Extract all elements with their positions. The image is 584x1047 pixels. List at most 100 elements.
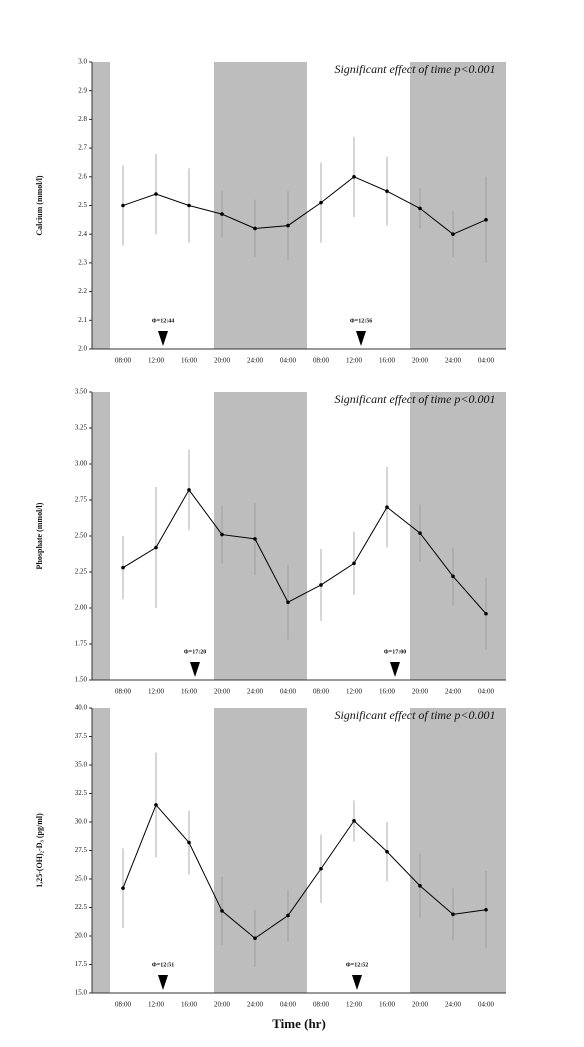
data-point — [286, 223, 290, 228]
x-tick-label: 04:00 — [280, 357, 296, 365]
x-tick-label: 04:00 — [478, 357, 494, 365]
y-tick-label: 2.4 — [78, 230, 87, 238]
y-tick-label: 2.7 — [78, 144, 87, 152]
x-tick-label: 20:00 — [412, 1001, 428, 1009]
y-tick-label: 30.0 — [75, 818, 88, 826]
x-tick-label: 20:00 — [412, 688, 428, 696]
y-tick-label: 22.5 — [75, 903, 88, 911]
phase-arrow — [390, 662, 400, 677]
y-tick-label: 2.6 — [78, 172, 87, 180]
y-tick-label: 37.5 — [75, 732, 88, 740]
x-tick-label: 16:00 — [181, 357, 197, 365]
x-tick-label: 12:00 — [346, 1001, 362, 1009]
x-tick-label: 20:00 — [214, 357, 230, 365]
data-point — [253, 226, 257, 231]
y-tick-label: 2.3 — [78, 259, 87, 267]
phase-label: Φ=17:20 — [184, 649, 206, 655]
y-axis-label: Calcium (mmol/l) — [35, 175, 44, 236]
data-point — [187, 488, 191, 492]
y-tick-label: 2.9 — [78, 86, 87, 94]
y-tick-label: 1.50 — [75, 676, 88, 684]
data-point — [154, 192, 158, 196]
y-tick-label: 2.25 — [75, 568, 88, 576]
data-point — [220, 909, 224, 913]
y-tick-label: 3.00 — [75, 460, 88, 468]
data-point — [253, 537, 257, 541]
x-tick-label: 08:00 — [115, 357, 131, 365]
x-tick-label: 08:00 — [313, 688, 329, 696]
data-point — [418, 206, 422, 211]
phase-arrow — [158, 975, 168, 990]
night-shade — [92, 62, 110, 349]
x-tick-label: 24:00 — [445, 357, 461, 365]
x-tick-label: 16:00 — [379, 1001, 395, 1009]
x-tick-label: 24:00 — [247, 357, 263, 365]
data-point — [385, 189, 389, 193]
x-tick-label: 20:00 — [214, 1001, 230, 1009]
data-point — [451, 574, 455, 579]
y-tick-label: 17.5 — [75, 960, 88, 968]
x-tick-label: 04:00 — [280, 1001, 296, 1009]
data-point — [484, 218, 488, 222]
y-tick-label: 32.5 — [75, 789, 88, 797]
x-tick-label: 12:00 — [148, 688, 164, 696]
night-shade — [92, 392, 110, 680]
data-point — [484, 611, 488, 616]
x-tick-label: 12:00 — [346, 688, 362, 696]
x-tick-label: 20:00 — [214, 688, 230, 696]
y-tick-label: 35.0 — [75, 761, 88, 769]
x-axis-label: Time (hr) — [272, 1016, 326, 1031]
y-tick-label: 15.0 — [75, 989, 88, 997]
x-tick-label: 08:00 — [313, 357, 329, 365]
y-axis-label: Phosphate (mmol/l) — [35, 502, 44, 569]
phase-label: Φ=17:00 — [384, 649, 406, 655]
night-shade — [214, 62, 307, 349]
phase-arrow — [190, 662, 200, 677]
x-tick-label: 16:00 — [181, 1001, 197, 1009]
phase-arrow — [356, 331, 366, 346]
data-point — [220, 212, 224, 216]
data-point — [385, 505, 389, 510]
y-tick-label: 2.0 — [78, 345, 87, 353]
x-tick-label: 16:00 — [379, 357, 395, 365]
data-point — [352, 819, 356, 823]
y-tick-label: 1.75 — [75, 640, 88, 648]
x-tick-label: 16:00 — [379, 688, 395, 696]
data-point — [286, 913, 290, 918]
x-tick-label: 08:00 — [115, 1001, 131, 1009]
y-tick-label: 3.0 — [78, 58, 87, 66]
data-point — [352, 175, 356, 179]
night-shade — [410, 708, 506, 993]
x-tick-label: 04:00 — [280, 688, 296, 696]
y-tick-label: 40.0 — [75, 704, 88, 712]
x-tick-label: 20:00 — [412, 357, 428, 365]
y-tick-label: 2.2 — [78, 287, 87, 295]
annotation: Significant effect of time p<0.001 — [334, 62, 495, 76]
data-point — [286, 600, 290, 605]
y-tick-label: 2.00 — [75, 604, 88, 612]
phase-label: Φ=12:56 — [350, 318, 372, 324]
data-point — [418, 531, 422, 535]
x-tick-label: 12:00 — [148, 357, 164, 365]
data-point — [319, 200, 323, 205]
data-point — [385, 849, 389, 854]
x-tick-label: 24:00 — [247, 688, 263, 696]
data-point — [154, 803, 158, 807]
data-point — [187, 203, 191, 208]
y-tick-label: 3.25 — [75, 424, 88, 432]
data-point — [484, 907, 488, 912]
x-tick-label: 08:00 — [313, 1001, 329, 1009]
x-tick-label: 24:00 — [247, 1001, 263, 1009]
y-tick-label: 3.50 — [75, 388, 88, 396]
x-tick-label: 16:00 — [181, 688, 197, 696]
data-point — [187, 840, 191, 845]
x-tick-label: 08:00 — [115, 688, 131, 696]
data-point — [352, 561, 356, 566]
y-tick-label: 2.5 — [78, 201, 87, 209]
data-point — [220, 532, 224, 537]
phase-label: Φ=12:51 — [152, 962, 174, 968]
y-tick-label: 2.75 — [75, 496, 88, 504]
night-shade — [214, 392, 307, 680]
phase-label: Φ=12:52 — [346, 962, 368, 968]
